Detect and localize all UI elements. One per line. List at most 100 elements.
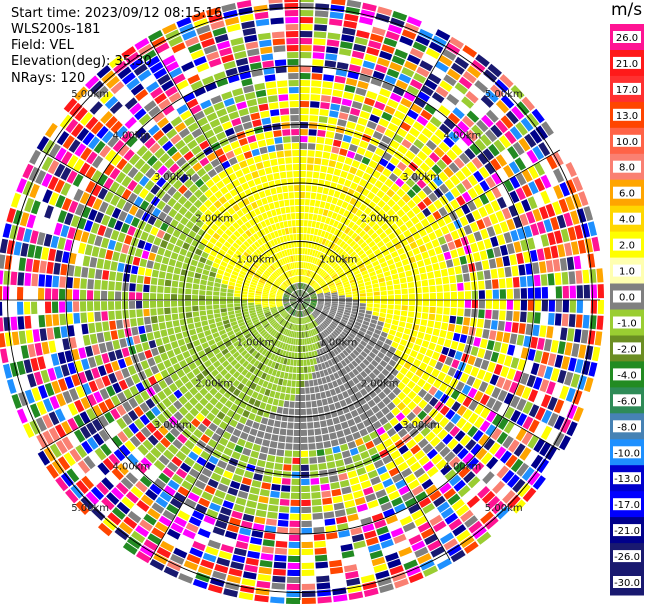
velocity-bin	[403, 559, 418, 571]
velocity-bin	[342, 390, 349, 399]
velocity-bin	[300, 303, 303, 310]
velocity-bin	[386, 401, 396, 411]
velocity-bin	[447, 348, 456, 358]
velocity-bin	[313, 311, 319, 316]
velocity-bin	[454, 351, 463, 361]
velocity-bin	[377, 351, 385, 359]
velocity-bin	[323, 338, 329, 345]
velocity-bin	[307, 316, 311, 322]
velocity-bin	[395, 331, 403, 339]
velocity-bin	[413, 359, 422, 368]
velocity-bin	[446, 331, 454, 340]
velocity-bin	[303, 302, 308, 307]
velocity-bin	[345, 302, 352, 306]
velocity-bin	[321, 311, 328, 316]
velocity-bin	[401, 467, 413, 478]
velocity-bin	[527, 471, 541, 486]
velocity-bin	[452, 332, 461, 342]
velocity-bin	[417, 521, 431, 533]
velocity-bin	[357, 444, 367, 453]
velocity-bin	[457, 361, 467, 372]
velocity-bin	[513, 300, 521, 311]
velocity-bin	[414, 546, 429, 558]
velocity-bin	[513, 370, 523, 383]
velocity-bin	[310, 322, 315, 329]
velocity-bin	[490, 351, 499, 363]
velocity-bin	[334, 364, 340, 372]
velocity-bin	[456, 529, 471, 543]
velocity-bin	[516, 462, 529, 477]
velocity-bin	[371, 315, 379, 321]
velocity-bin	[314, 309, 321, 314]
velocity-bin	[404, 473, 416, 484]
velocity-bin	[383, 438, 394, 448]
velocity-bin	[492, 300, 500, 310]
velocity-bin	[362, 434, 372, 443]
velocity-bin	[450, 389, 461, 400]
velocity-bin	[428, 313, 436, 321]
velocity-bin	[310, 302, 317, 305]
velocity-bin	[435, 314, 443, 322]
velocity-bin	[366, 303, 373, 308]
velocity-bin	[349, 476, 360, 486]
velocity-bin	[440, 507, 454, 519]
velocity-bin	[314, 327, 319, 334]
velocity-bin	[316, 349, 322, 356]
velocity-bin	[368, 390, 377, 399]
velocity-bin	[447, 367, 457, 377]
velocity-bin	[380, 308, 387, 314]
velocity-bin	[422, 460, 434, 472]
velocity-bin	[428, 386, 438, 396]
velocity-bin	[356, 373, 364, 382]
velocity-bin	[470, 318, 477, 327]
velocity-bin	[357, 343, 365, 350]
velocity-bin	[335, 459, 345, 467]
velocity-bin	[406, 411, 416, 422]
velocity-bin	[391, 473, 403, 483]
velocity-bin	[461, 421, 473, 433]
velocity-bin	[468, 400, 479, 412]
velocity-bin	[496, 376, 506, 389]
velocity-bin	[380, 304, 387, 309]
velocity-bin	[521, 431, 533, 446]
velocity-bin	[362, 523, 375, 533]
velocity-bin	[525, 323, 533, 336]
velocity-bin	[350, 313, 357, 318]
velocity-bin	[359, 362, 367, 370]
velocity-bin	[303, 301, 310, 304]
velocity-bin	[447, 323, 456, 332]
velocity-bin	[456, 405, 467, 416]
velocity-bin	[417, 388, 427, 398]
velocity-bin	[422, 565, 438, 577]
velocity-bin	[380, 331, 388, 338]
velocity-bin	[338, 437, 347, 445]
velocity-bin	[463, 317, 471, 326]
velocity-bin	[559, 385, 570, 400]
velocity-bin	[483, 371, 493, 383]
velocity-bin	[475, 447, 488, 461]
velocity-bin	[319, 341, 324, 348]
velocity-bin	[355, 321, 362, 327]
velocity-bin	[430, 546, 445, 558]
velocity-bin	[403, 328, 412, 335]
velocity-bin	[443, 538, 458, 551]
velocity-bin	[444, 512, 459, 525]
velocity-bin	[316, 306, 323, 310]
velocity-bin	[314, 335, 319, 342]
velocity-bin	[332, 300, 339, 302]
velocity-bin	[466, 495, 480, 508]
velocity-bin	[382, 387, 392, 396]
velocity-bin	[431, 368, 440, 378]
velocity-bin	[419, 362, 428, 371]
velocity-bin	[443, 300, 450, 307]
velocity-bin	[387, 309, 394, 315]
velocity-bin	[473, 337, 481, 347]
velocity-bin	[423, 333, 432, 342]
velocity-bin	[402, 450, 413, 461]
velocity-bin	[359, 327, 367, 333]
velocity-bin	[540, 351, 550, 365]
velocity-bin	[533, 376, 543, 390]
velocity-bin	[310, 301, 317, 304]
velocity-bin	[352, 305, 359, 309]
velocity-bin	[351, 533, 365, 543]
